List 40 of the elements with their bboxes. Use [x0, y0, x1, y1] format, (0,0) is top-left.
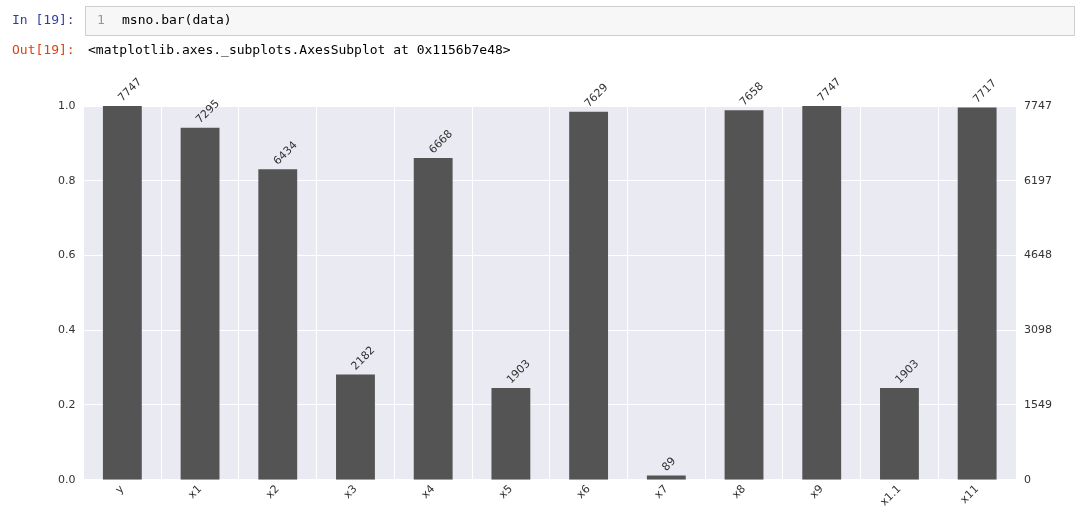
y2-tick-label: 1549: [1024, 397, 1053, 411]
y2-tick-label: 0: [1024, 472, 1032, 486]
text: Out[19]:: [12, 42, 75, 57]
text: msno.bar(data): [122, 12, 232, 27]
bar: [258, 169, 298, 480]
x-tick-label: x2: [263, 482, 282, 502]
bar: [802, 106, 842, 480]
y2-tick-label: 7747: [1024, 98, 1053, 112]
bar: [102, 106, 142, 480]
x-tick-label: x5: [496, 482, 516, 502]
x-tick-label: x4: [418, 482, 438, 502]
y-tick-label: 0.2: [57, 397, 76, 411]
bar: [724, 110, 764, 480]
bar: [957, 107, 997, 480]
x-tick-label: x8: [729, 482, 749, 502]
x-tick-label: x9: [807, 482, 826, 502]
x-tick-label: y: [112, 481, 127, 497]
data-label: 89: [659, 454, 679, 474]
bar: [413, 158, 453, 480]
x-tick-label: x7: [651, 482, 671, 502]
y-tick-label: 0.8: [57, 173, 76, 187]
bar: [569, 111, 609, 480]
bar: [336, 374, 375, 480]
text: 1: [97, 12, 105, 27]
y-tick-label: 0.6: [57, 248, 76, 262]
y-tick-label: 1.0: [57, 98, 76, 112]
bar: [880, 387, 919, 480]
y-tick-label: 0.0: [57, 472, 76, 486]
y2-tick-label: 6197: [1024, 173, 1053, 187]
x-tick-label: x1: [185, 482, 205, 502]
bar: [646, 475, 686, 480]
text: <matplotlib.axes._subplots.AxesSubplot at 0x1156b7e48>: [88, 42, 511, 57]
bar: [491, 387, 531, 480]
y2-tick-label: 3098: [1024, 323, 1053, 337]
x-tick-label: x6: [574, 482, 593, 502]
text: In [19]:: [12, 12, 75, 27]
y-tick-label: 0.4: [57, 323, 76, 337]
bar: [180, 127, 220, 480]
y2-tick-label: 4648: [1024, 248, 1053, 262]
x-tick-label: x3: [340, 482, 360, 502]
